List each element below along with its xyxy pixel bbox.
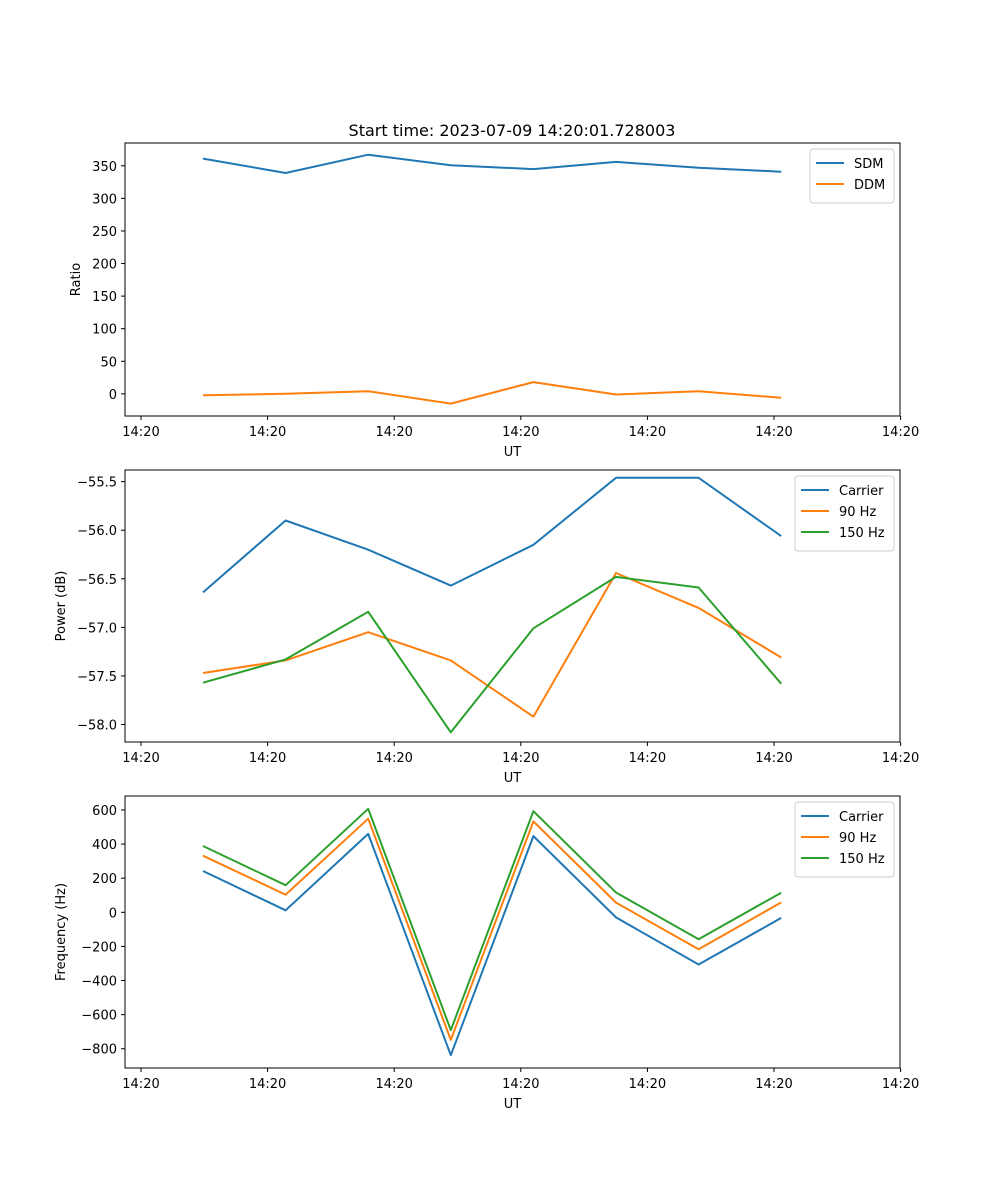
figure-title: Start time: 2023-07-09 14:20:01.728003 [349, 121, 676, 140]
y-tick-label: −200 [81, 940, 117, 955]
y-tick-label: 350 [92, 160, 117, 175]
y-tick-label: 100 [92, 323, 117, 338]
x-axis-label: UT [504, 1097, 522, 1112]
y-tick-label: −57.5 [77, 670, 117, 685]
x-tick-label: 14:20 [755, 751, 792, 766]
x-tick-label: 14:20 [249, 751, 286, 766]
x-tick-label: 14:20 [502, 1077, 539, 1092]
x-axis-label: UT [504, 445, 522, 460]
legend-label: 150 Hz [839, 526, 885, 541]
y-tick-label: 250 [92, 225, 117, 240]
series-line-150-hz [202, 807, 782, 1032]
x-tick-label: 14:20 [122, 425, 159, 440]
y-tick-label: −56.5 [77, 573, 117, 588]
y-tick-label: 600 [92, 804, 117, 819]
y-axis-label: Power (dB) [54, 571, 69, 642]
y-axis-label: Frequency (Hz) [54, 883, 69, 981]
chart-panel-2: 14:2014:2014:2014:2014:2014:2014:2014:21… [54, 469, 919, 786]
x-tick-label: 14:20 [629, 1077, 666, 1092]
legend: SDM DDM [809, 148, 895, 204]
y-tick-label: −57.0 [77, 621, 117, 636]
x-tick-label: 14:20 [882, 1077, 919, 1092]
legend: Carrier 90 Hz 150 Hz [794, 801, 895, 878]
y-tick-label: 150 [92, 290, 117, 305]
legend-label: SDM [854, 157, 883, 172]
y-tick-label: −56.0 [77, 524, 117, 539]
y-tick-label: 200 [92, 258, 117, 273]
y-tick-label: −55.5 [77, 476, 117, 491]
series-line-150-hz [202, 575, 782, 734]
series-line-carrier [202, 476, 782, 594]
y-tick-label: 400 [92, 838, 117, 853]
y-tick-label: 50 [100, 355, 117, 370]
y-tick-label: −400 [81, 975, 117, 990]
x-tick-label: 14:20 [249, 425, 286, 440]
x-tick-label: 14:20 [502, 425, 539, 440]
x-tick-label: 14:20 [882, 751, 919, 766]
series-line-sdm [202, 153, 782, 174]
series-line-90-hz [202, 572, 782, 718]
x-tick-label: 14:20 [755, 425, 792, 440]
y-tick-label: −600 [81, 1009, 117, 1024]
legend-label: 90 Hz [839, 831, 876, 846]
x-tick-label: 14:20 [629, 425, 666, 440]
series-line-carrier [202, 832, 782, 1057]
y-tick-label: 200 [92, 872, 117, 887]
x-tick-label: 14:20 [122, 751, 159, 766]
y-tick-label: −58.0 [77, 719, 117, 734]
y-tick-label: 0 [109, 906, 117, 921]
chart-panel-3: 14:2014:2014:2014:2014:2014:2014:2014:21… [54, 795, 919, 1112]
x-tick-label: 14:20 [882, 425, 919, 440]
series-line-90-hz [202, 817, 782, 1041]
y-tick-label: 300 [92, 192, 117, 207]
x-tick-label: 14:20 [375, 1077, 412, 1092]
x-tick-label: 14:20 [629, 751, 666, 766]
panels: 14:2014:2014:2014:2014:2014:2014:2014:21… [54, 142, 919, 1112]
y-axis-label: Ratio [69, 263, 84, 296]
axes-frame [124, 142, 901, 417]
legend-label: 90 Hz [839, 505, 876, 520]
legend-label: DDM [854, 178, 885, 193]
x-tick-label: 14:20 [375, 751, 412, 766]
y-tick-label: −800 [81, 1043, 117, 1058]
chart-panel-1: 14:2014:2014:2014:2014:2014:2014:2014:21… [69, 142, 919, 460]
series-line-ddm [202, 381, 782, 405]
x-axis-label: UT [504, 771, 522, 786]
x-tick-label: 14:20 [249, 1077, 286, 1092]
legend: Carrier 90 Hz 150 Hz [794, 475, 895, 552]
legend-label: Carrier [839, 484, 884, 499]
x-tick-label: 14:20 [502, 751, 539, 766]
x-tick-label: 14:20 [375, 425, 412, 440]
axes-frame [124, 795, 901, 1069]
y-tick-label: 0 [109, 388, 117, 403]
axes-frame [124, 469, 901, 743]
x-tick-label: 14:20 [755, 1077, 792, 1092]
x-tick-label: 14:20 [122, 1077, 159, 1092]
legend-label: 150 Hz [839, 852, 885, 867]
legend-label: Carrier [839, 810, 884, 825]
